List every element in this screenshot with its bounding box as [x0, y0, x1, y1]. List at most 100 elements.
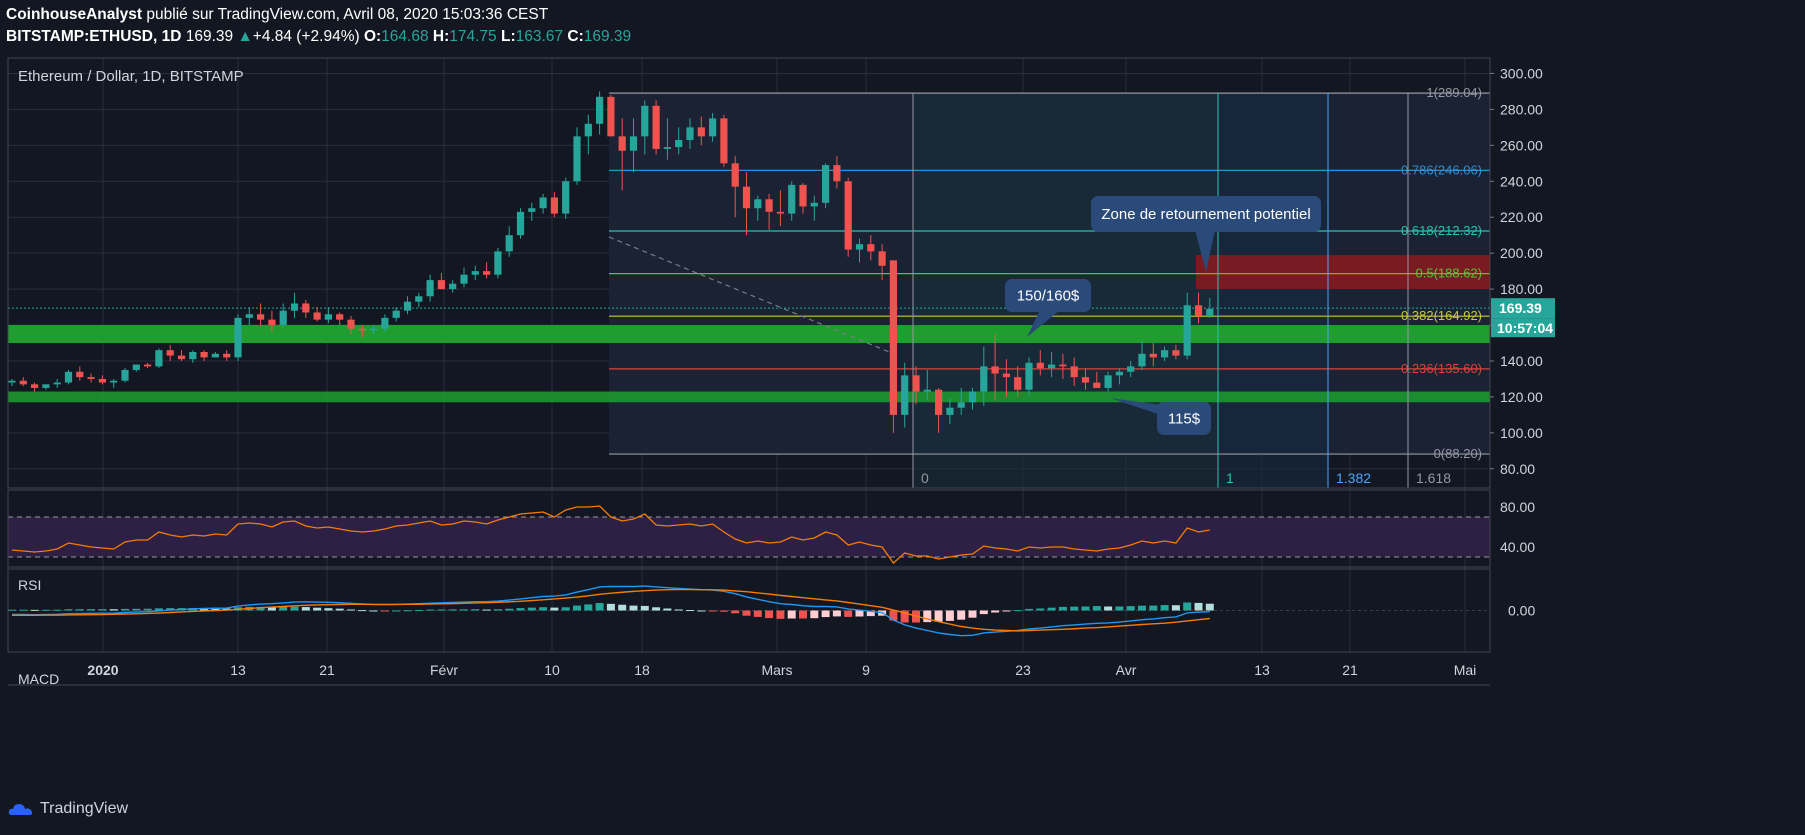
macd-histogram-bar [267, 607, 276, 611]
symbol-name[interactable]: BITSTAMP:ETHUSD, 1D [6, 28, 182, 45]
macd-histogram-bar [414, 609, 423, 611]
pane-frames [7, 57, 1491, 686]
candle-body [483, 271, 491, 275]
candle-body [392, 310, 400, 318]
main-pane-title: Ethereum / Dollar, 1D, BITSTAMP [18, 68, 244, 85]
last-price-badge-label: 169.39 [1499, 300, 1542, 316]
last-price-badge [1491, 298, 1555, 319]
symbol-line: BITSTAMP:ETHUSD, 1D 169.39 ▲+4.84 (+2.94… [6, 28, 631, 46]
annotations[interactable]: Zone de retournement potentiel 150/160$ 11… [1005, 196, 1321, 435]
fib-time-label: 1.382 [1336, 470, 1371, 486]
macd-histogram-bar [697, 610, 706, 612]
candle-body [381, 317, 389, 329]
candle-body [776, 211, 784, 214]
macd-histogram-bar [426, 609, 435, 611]
candle-body [641, 105, 649, 137]
candle-body [19, 380, 27, 385]
candles [8, 91, 1214, 433]
candle-body [697, 127, 705, 137]
macd-histogram-bar [652, 607, 661, 611]
candle-body [8, 380, 16, 383]
macd-histogram-bar [1138, 605, 1146, 611]
candle-body [31, 384, 39, 388]
macd-histogram-bar [1058, 606, 1067, 611]
time-axis-label: 21 [1342, 662, 1358, 678]
macd-histogram-bar [392, 610, 401, 612]
time-axis-label: 23 [1015, 662, 1031, 678]
price-tick-label: 260.00 [1500, 137, 1543, 153]
reversal-zone-callout[interactable]: Zone de retournement potentiel [1091, 196, 1321, 272]
price-zones [8, 254, 1490, 403]
macd-histogram-bar [1047, 607, 1056, 611]
macd-histogram-bar [731, 610, 740, 614]
candle-body [833, 165, 841, 182]
macd-histogram-bar [584, 604, 593, 611]
macd-histogram-bar [742, 610, 751, 616]
candle-body [234, 317, 242, 358]
macd-histogram-bar [629, 605, 638, 611]
candle-body [1093, 382, 1101, 388]
time-axis-label: Mars [761, 662, 792, 678]
candle-body [1206, 308, 1214, 317]
macd-histogram-bar [448, 609, 457, 611]
time-axis-label: Mai [1454, 662, 1477, 678]
candle-body [211, 353, 219, 358]
up-arrow-icon: ▲ [237, 28, 253, 45]
tradingview-cloud-icon [8, 804, 33, 815]
candle-body [121, 369, 129, 381]
fib-levels[interactable]: 1(289.04) 0.786(246.06) 0.618(212.32) 0.5(1… [8, 85, 1490, 488]
macd-histogram-bar [482, 609, 491, 611]
macd-histogram-bar [358, 610, 367, 612]
macd-histogram-bar [1126, 606, 1135, 611]
macd-histogram-bar [64, 609, 73, 611]
resistance-callout[interactable]: 150/160$ [1005, 279, 1091, 337]
candle-body [1127, 366, 1135, 372]
macd-histogram-bar [369, 610, 378, 612]
price-tick-label: 180.00 [1500, 281, 1543, 297]
macd-histogram-bar [832, 610, 841, 617]
candle-body [1161, 350, 1169, 358]
candle-body [166, 350, 174, 356]
price-tick-label: 140.00 [1500, 353, 1543, 369]
candle-body [313, 312, 321, 320]
tradingview-footer[interactable]: TradingView [8, 800, 128, 818]
axes: 300.00280.00260.00240.00220.00200.00180.… [87, 65, 1555, 678]
candle-body [539, 197, 547, 209]
support-callout[interactable]: 115$ [1110, 398, 1211, 435]
close-label: C: [567, 28, 584, 45]
macd-histogram-bar [606, 603, 615, 611]
macd-histogram-bar [1070, 606, 1079, 611]
time-axis-label: Avr [1116, 662, 1137, 678]
callout-pointer [1110, 398, 1170, 418]
candle-body [110, 380, 118, 383]
candle-body [279, 310, 287, 326]
macd-histogram-bar [765, 610, 774, 619]
candle-body [245, 314, 253, 318]
candle-body [596, 96, 604, 124]
macd-pane-frame [7, 568, 1491, 653]
candle-body [754, 199, 762, 209]
candle-body [1048, 364, 1056, 369]
candle-body [720, 118, 728, 164]
macd-histogram-bar [1205, 603, 1214, 611]
candle-body [76, 371, 84, 378]
macd-histogram-bar [561, 607, 570, 611]
time-axis-label: 9 [862, 662, 870, 678]
macd-histogram-bar [460, 609, 468, 611]
candle-body [573, 136, 581, 182]
candle-body [980, 366, 988, 392]
publisher-name[interactable]: CoinhouseAnalyst [6, 6, 143, 23]
signal-line [12, 588, 1210, 632]
callout-text: Zone de retournement potentiel [1101, 206, 1310, 223]
candle-body [584, 123, 592, 137]
candle-body [347, 319, 355, 329]
price-tick-label: 200.00 [1500, 245, 1543, 261]
macd-histogram-bar [968, 610, 977, 618]
macd-histogram-bar [335, 608, 344, 611]
candle-body [1149, 353, 1157, 358]
macd-histogram-bar [505, 608, 514, 611]
macd-histogram-bar [8, 609, 16, 611]
price-tick-label: 220.00 [1500, 209, 1543, 225]
high-value: 174.75 [449, 28, 497, 45]
